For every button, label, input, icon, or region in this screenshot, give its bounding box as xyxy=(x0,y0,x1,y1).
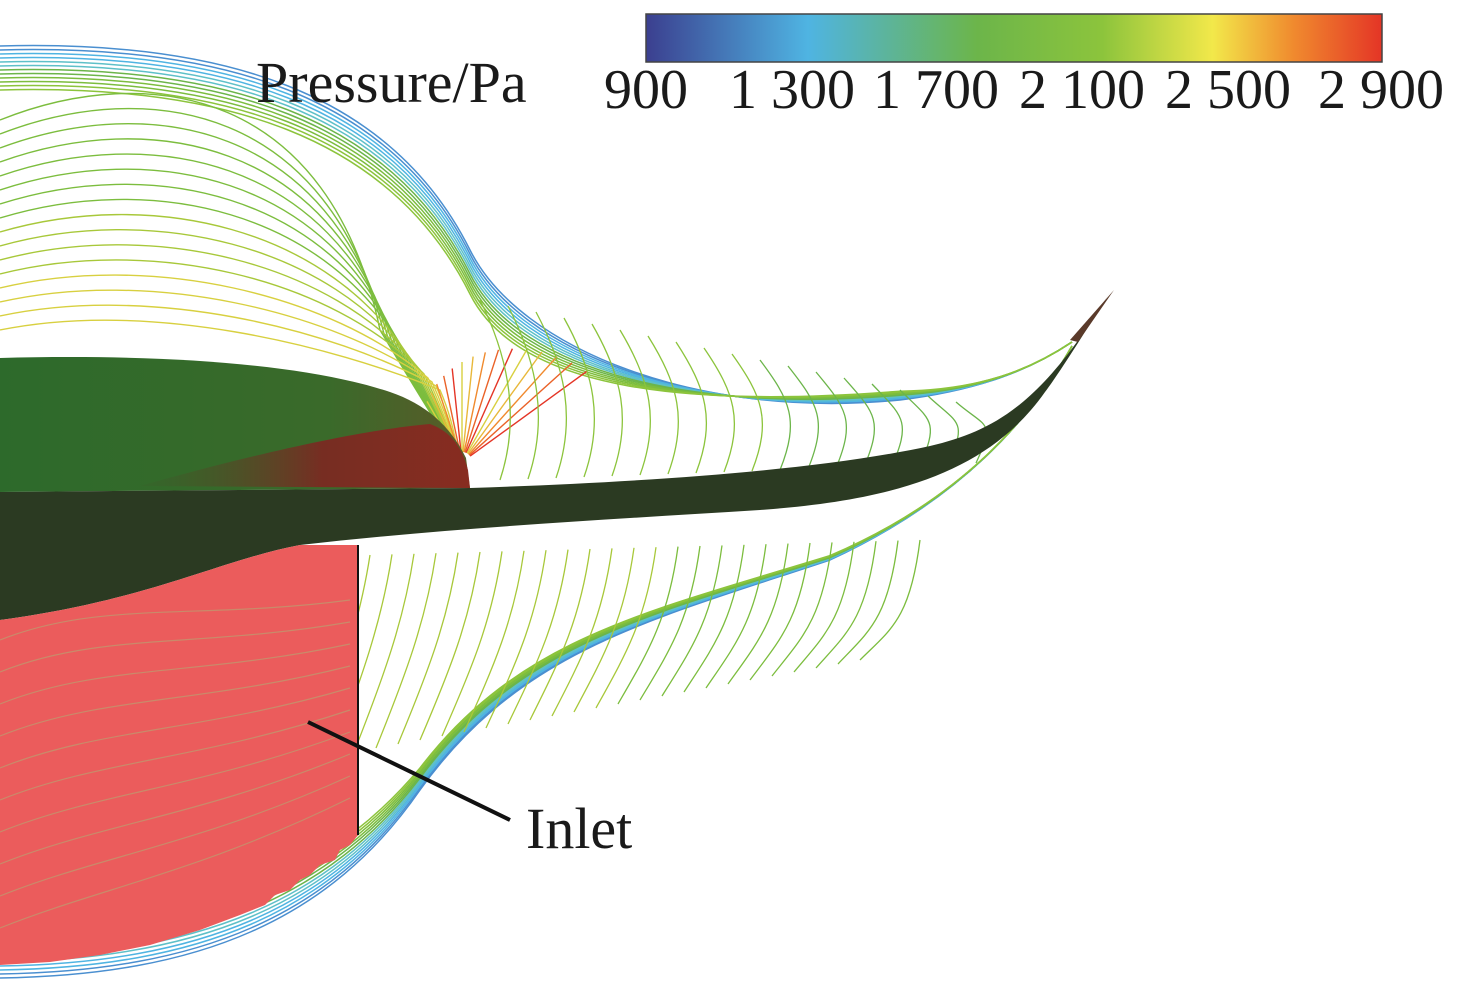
contour-line xyxy=(353,553,415,753)
contour-line xyxy=(647,335,679,475)
contour-line xyxy=(0,92,461,459)
colorbar-tick-label: 2 100 xyxy=(1019,59,1145,121)
inlet-contour-line xyxy=(0,599,351,641)
contour-line xyxy=(468,356,558,456)
contour-line xyxy=(731,353,764,472)
contour-line xyxy=(683,544,745,693)
contour-line xyxy=(463,352,486,453)
colorbar-tick-label: 2 900 xyxy=(1318,59,1444,121)
inlet-contour-line xyxy=(0,665,351,737)
pressure-contour-lines xyxy=(0,44,1073,979)
inlet-contour-line xyxy=(0,797,351,929)
contour-line xyxy=(619,329,651,476)
contour-line xyxy=(705,544,767,689)
contour-line xyxy=(591,323,623,477)
contour-line xyxy=(0,274,461,459)
contour-line xyxy=(485,550,547,729)
contour-line xyxy=(787,365,820,470)
contour-line xyxy=(467,351,543,455)
contour-line xyxy=(466,349,528,454)
wing-tip xyxy=(1070,290,1114,342)
colorbar-tick-label: 1 300 xyxy=(729,59,855,121)
inlet-contour-line xyxy=(0,775,351,897)
contour-line xyxy=(535,311,568,479)
inlet-contour-line xyxy=(0,709,351,801)
contour-line xyxy=(563,317,596,478)
inlet-contour-lines xyxy=(0,599,351,929)
contour-line xyxy=(793,541,855,673)
contour-line xyxy=(463,550,525,733)
contour-line xyxy=(749,542,811,681)
colorbar-tick-labels: 900 1 300 1 700 2 100 2 500 2 900 xyxy=(604,59,1444,121)
contour-line xyxy=(815,541,877,669)
inlet-contour-line xyxy=(0,753,351,865)
colorbar-title: Pressure/Pa xyxy=(256,50,527,115)
contour-line xyxy=(0,138,461,459)
contour-line xyxy=(397,552,459,745)
contour-line xyxy=(551,548,613,717)
contour-line xyxy=(595,547,657,709)
inlet-region xyxy=(0,545,358,965)
contour-line xyxy=(441,551,503,737)
contour-line xyxy=(0,319,461,459)
contour-line xyxy=(0,88,1073,398)
contour-line xyxy=(0,198,461,459)
inlet-contour-line xyxy=(0,643,351,705)
contour-line xyxy=(815,371,848,469)
contour-line xyxy=(0,183,461,459)
contour-line xyxy=(451,368,462,453)
contour-line xyxy=(837,540,899,665)
inlet-label: Inlet xyxy=(526,796,632,861)
contour-line xyxy=(639,545,701,701)
inlet-leader-line xyxy=(307,720,511,822)
contour-line xyxy=(0,213,461,459)
contour-line xyxy=(771,542,833,677)
contour-line xyxy=(0,289,461,459)
colorbar-tick-label: 900 xyxy=(604,59,688,121)
contour-line xyxy=(507,549,569,725)
contour-line xyxy=(843,377,876,468)
colorbar-tick-label: 2 500 xyxy=(1165,59,1291,121)
contour-line xyxy=(469,370,588,457)
contour-line xyxy=(375,553,437,749)
contour-line xyxy=(573,547,635,713)
contour-line xyxy=(0,123,461,459)
contour-line xyxy=(0,80,1073,399)
contour-line xyxy=(759,359,792,471)
inlet-contour-line xyxy=(0,731,351,833)
colorbar xyxy=(645,13,1383,63)
contour-line xyxy=(859,539,921,661)
contour-line xyxy=(675,341,707,474)
contour-line xyxy=(507,305,540,480)
high-pressure-zone xyxy=(140,424,470,488)
contour-line xyxy=(479,299,512,481)
contour-line xyxy=(464,349,500,453)
vehicle-body xyxy=(0,292,1110,620)
contour-line xyxy=(529,548,591,721)
contour-line xyxy=(617,546,679,705)
contour-line xyxy=(661,545,723,697)
inlet-contour-line xyxy=(0,621,351,673)
contour-line xyxy=(419,551,481,741)
contour-line xyxy=(0,107,461,459)
contour-line xyxy=(703,347,736,473)
colorbar-tick-label: 1 700 xyxy=(873,59,999,121)
contour-line xyxy=(727,543,789,685)
contour-line xyxy=(443,375,461,453)
inlet-contour-line xyxy=(0,687,351,769)
contour-line xyxy=(462,356,474,453)
contour-line xyxy=(468,362,573,456)
contour-line xyxy=(0,229,461,459)
